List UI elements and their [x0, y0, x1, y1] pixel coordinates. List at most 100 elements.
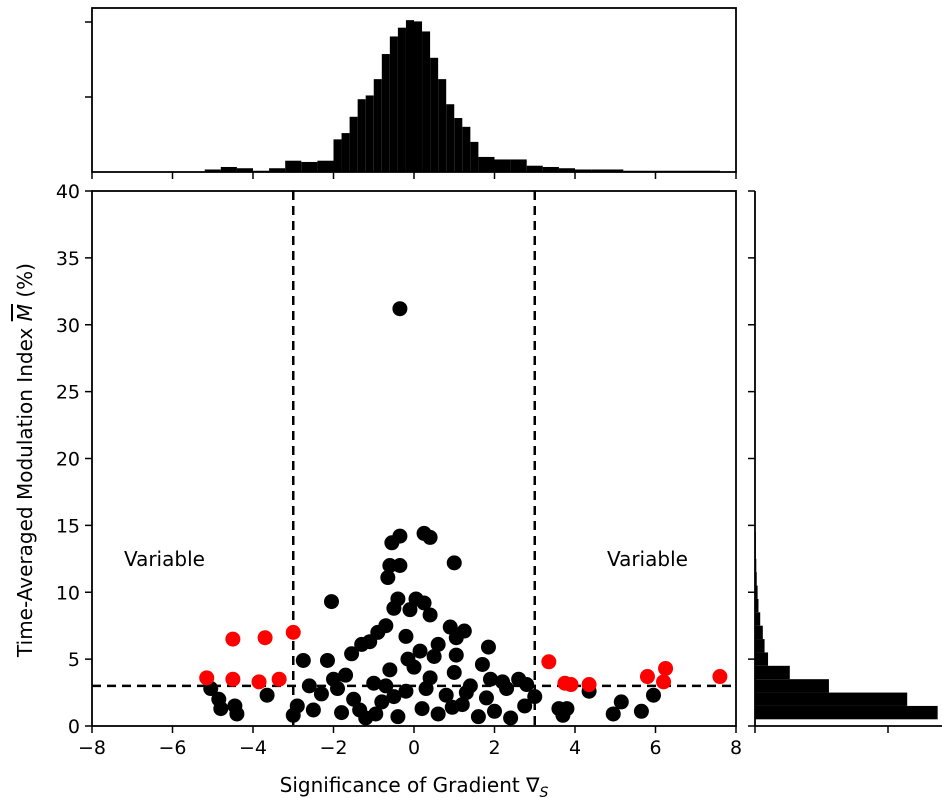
- right-histogram: [748, 190, 942, 733]
- point-variable: [199, 670, 215, 686]
- point-variable: [541, 654, 557, 670]
- point-non-variable: [352, 702, 368, 718]
- point-non-variable: [470, 709, 486, 725]
- top-histogram-bar: [333, 139, 342, 172]
- point-non-variable: [362, 634, 378, 650]
- point-variable: [581, 677, 597, 693]
- x-tick-label: −4: [239, 737, 267, 759]
- point-non-variable: [259, 687, 275, 703]
- point-non-variable: [378, 678, 394, 694]
- right-histogram-bar: [755, 625, 763, 640]
- right-histogram-bar: [755, 692, 908, 706]
- top-histogram-bar: [236, 168, 253, 172]
- top-histogram-bar: [349, 116, 358, 172]
- point-non-variable: [503, 710, 519, 726]
- top-histogram-bar: [357, 99, 366, 172]
- point-non-variable: [366, 675, 382, 691]
- point-non-variable: [480, 639, 496, 655]
- point-non-variable: [478, 690, 494, 706]
- top-histogram-bar: [365, 95, 374, 172]
- y-axis-title-symbol: M: [13, 304, 37, 321]
- point-variable: [271, 671, 287, 687]
- top-histogram-bar: [397, 27, 406, 172]
- point-non-variable: [430, 706, 446, 722]
- point-non-variable: [438, 687, 454, 703]
- point-non-variable: [474, 656, 490, 672]
- point-non-variable: [416, 595, 432, 611]
- y-axis-title-before: Time-Averaged Modulation Index: [13, 321, 37, 658]
- x-tick-label: −2: [319, 737, 347, 759]
- point-non-variable: [448, 647, 464, 663]
- point-non-variable: [487, 703, 502, 719]
- threshold-lines: [92, 191, 736, 726]
- y-tick-label: 15: [56, 515, 80, 537]
- y-tick-label: 20: [56, 449, 80, 471]
- top-histogram-bar: [405, 20, 414, 172]
- point-non-variable: [414, 701, 430, 717]
- right-histogram-bar: [755, 612, 761, 626]
- y-tick-label: 40: [56, 181, 80, 203]
- right-histogram-bar: [755, 598, 759, 613]
- point-non-variable: [402, 602, 418, 618]
- top-histogram-bar: [389, 36, 398, 172]
- top-histogram-bar: [317, 160, 334, 172]
- point-variable: [251, 674, 267, 690]
- top-histogram-bar: [526, 165, 543, 172]
- top-histogram-bar: [414, 21, 423, 172]
- point-non-variable: [446, 555, 462, 571]
- top-histogram-bar: [478, 156, 495, 172]
- top-histogram-bar: [430, 57, 439, 173]
- point-non-variable: [613, 694, 629, 710]
- top-histogram-bar: [438, 79, 447, 172]
- point-variable: [225, 671, 241, 687]
- top-histogram-bar: [301, 161, 318, 172]
- top-histogram: [85, 7, 737, 179]
- main-scatter-plot: [92, 191, 736, 726]
- top-histogram-bar: [422, 31, 431, 172]
- y-tick-label: 5: [68, 649, 80, 671]
- x-tick-label: 2: [488, 737, 500, 759]
- point-non-variable: [390, 709, 406, 725]
- top-histogram-bar: [341, 133, 350, 172]
- point-non-variable: [313, 686, 329, 702]
- y-tick-label: 35: [56, 248, 80, 270]
- point-non-variable: [368, 706, 384, 722]
- point-non-variable: [382, 662, 398, 678]
- point-non-variable: [374, 694, 390, 710]
- top-histogram-bar: [510, 159, 527, 172]
- point-non-variable: [517, 698, 533, 714]
- point-non-variable: [422, 529, 438, 545]
- y-tick-label: 25: [56, 382, 80, 404]
- x-tick-label: −6: [158, 737, 186, 759]
- point-non-variable: [334, 705, 350, 721]
- point-variable: [563, 677, 579, 693]
- point-non-variable: [605, 706, 621, 722]
- point-variable: [639, 669, 655, 685]
- y-tick-label: 30: [56, 315, 80, 337]
- point-variable: [285, 624, 301, 640]
- point-non-variable: [495, 674, 511, 690]
- top-histogram-bar: [446, 104, 455, 172]
- point-non-variable: [444, 699, 460, 715]
- top-histogram-bar: [575, 169, 592, 172]
- annotation-variable-left: Variable: [124, 547, 205, 571]
- y-axis-title: Time-Averaged Modulation Index M (%): [13, 263, 37, 658]
- point-non-variable: [323, 594, 339, 610]
- top-histogram-bar: [220, 166, 237, 172]
- top-histogram-bar: [558, 168, 575, 172]
- x-tick-label: 4: [569, 737, 581, 759]
- point-non-variable: [305, 702, 321, 718]
- main-plot-frame: [91, 190, 737, 727]
- point-non-variable: [229, 706, 245, 722]
- point-non-variable: [330, 681, 346, 697]
- x-tick-label: 8: [730, 737, 742, 759]
- point-non-variable: [482, 671, 498, 687]
- point-non-variable: [213, 701, 229, 717]
- right-histogram-bar: [755, 705, 938, 720]
- point-variable: [712, 669, 728, 685]
- data-points: [199, 301, 728, 726]
- right-histogram-bar: [755, 639, 765, 653]
- top-histogram-bar: [494, 159, 511, 172]
- point-variable: [656, 674, 672, 690]
